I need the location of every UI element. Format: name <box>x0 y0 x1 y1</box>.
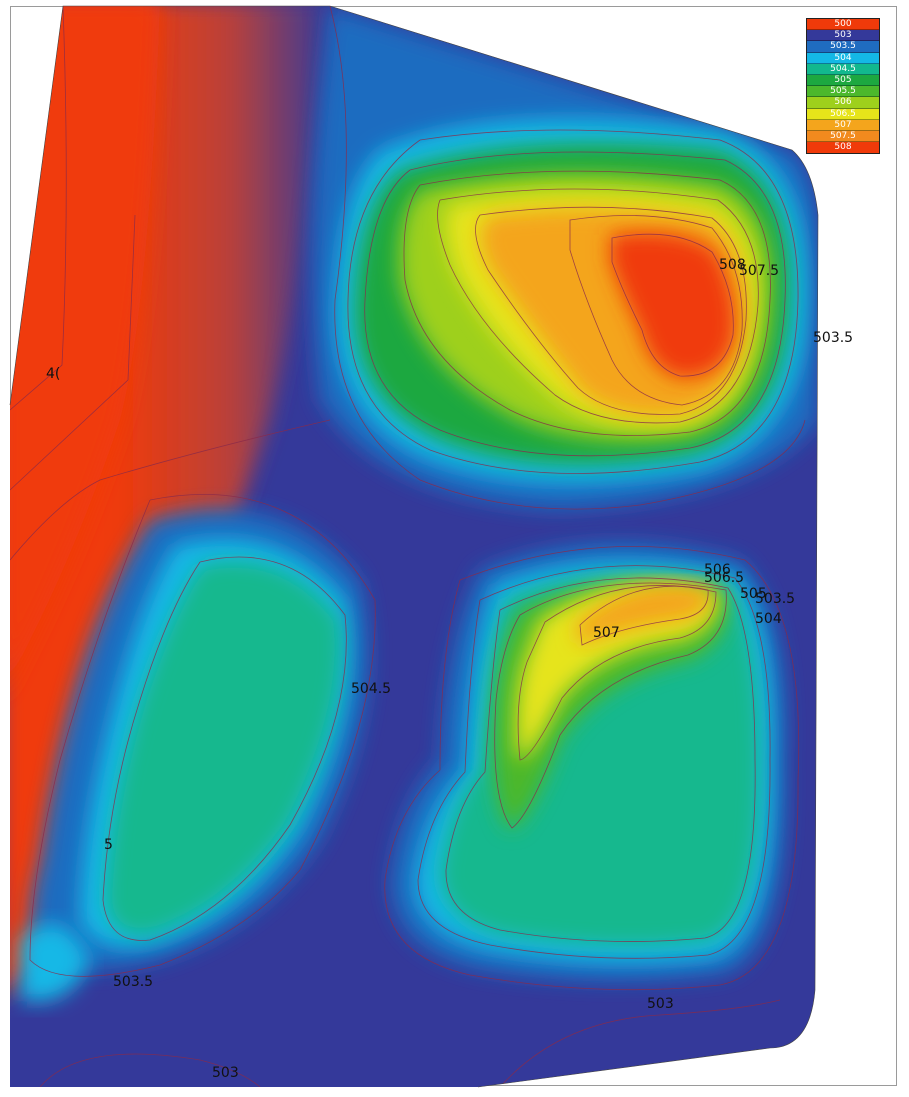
contour-label: 505 <box>740 586 767 602</box>
contour-label: 506.5 <box>704 570 745 586</box>
surface-outline <box>9 5 819 1088</box>
legend-item: 505.5 <box>807 86 879 98</box>
legend-item: 504.5 <box>807 63 879 75</box>
contour-label: 503 <box>647 996 674 1012</box>
elevation-legend: 500 503 503.5 504 504.5 505 505.5 506 50… <box>806 18 880 155</box>
contour-label: 503.5 <box>813 330 854 346</box>
contour-label: 503.5 <box>113 974 154 990</box>
contour-label: 504.5 <box>351 681 392 697</box>
legend-item: 507 <box>807 119 879 131</box>
legend-item: 500 <box>807 19 879 31</box>
contour-label: 507 <box>593 625 620 641</box>
contour-label: 503 <box>212 1065 239 1081</box>
sw-mound <box>20 508 369 1002</box>
contour-label: 506 <box>704 562 731 578</box>
legend-item: 506.5 <box>807 108 879 120</box>
se-hill <box>390 542 786 982</box>
contour-label: 508 <box>719 257 746 273</box>
contour-label: 5 <box>104 837 113 853</box>
legend-item: 508 <box>807 142 879 154</box>
legend-item: 503 <box>807 30 879 42</box>
legend-item: 503.5 <box>807 41 879 53</box>
contour-lines <box>10 6 806 1087</box>
contour-label: 503.5 <box>755 591 796 607</box>
legend-item: 504 <box>807 52 879 64</box>
legend-item: 507.5 <box>807 130 879 143</box>
contour-label: 507.5 <box>739 263 780 279</box>
legend-item: 505 <box>807 74 879 87</box>
contour-label: 4( <box>46 366 61 382</box>
contour-label: 504 <box>755 611 782 627</box>
ne-hill <box>312 6 818 510</box>
legend-item: 506 <box>807 97 879 109</box>
